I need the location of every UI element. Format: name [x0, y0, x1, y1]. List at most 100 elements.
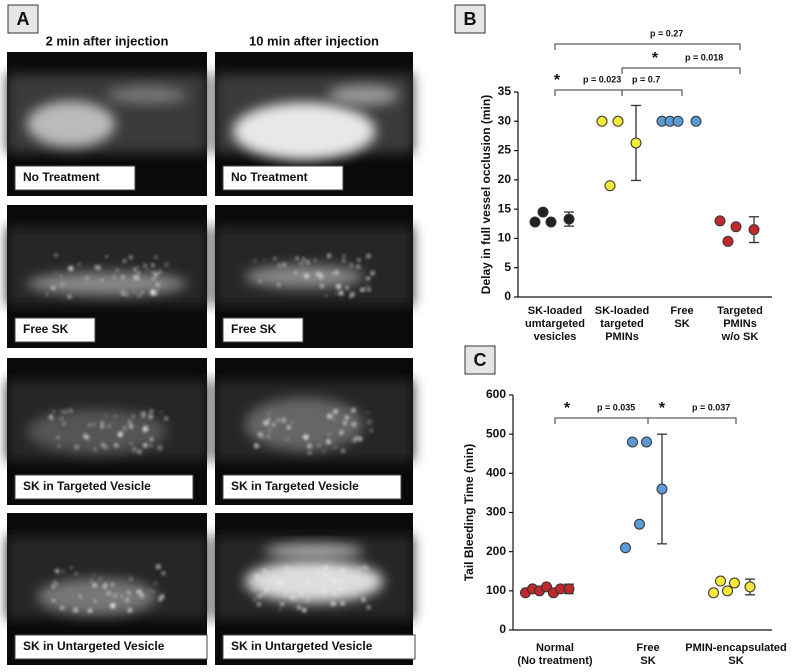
- speck: [278, 608, 281, 611]
- speck: [338, 290, 344, 296]
- mean-point: [690, 115, 702, 127]
- speck: [305, 260, 310, 265]
- speck: [336, 284, 340, 289]
- speck: [55, 271, 58, 274]
- speck: [154, 255, 158, 259]
- speck: [253, 588, 256, 592]
- speck: [366, 276, 370, 281]
- speck: [303, 434, 309, 440]
- micrograph: SK in Untargeted Vesicle: [215, 513, 416, 665]
- speck: [51, 584, 56, 589]
- speck: [266, 434, 271, 439]
- panel-label: B: [464, 9, 477, 29]
- x-tick-label: SK: [640, 655, 655, 667]
- speck: [328, 576, 334, 582]
- speck: [105, 255, 108, 258]
- data-point: [612, 115, 624, 127]
- speck: [87, 608, 93, 613]
- fluorescence: [107, 86, 187, 104]
- data-point: [596, 115, 608, 127]
- x-tick-label: PMINs: [723, 318, 757, 330]
- y-tick-label: 500: [486, 426, 506, 440]
- speck: [137, 265, 140, 268]
- speck: [93, 447, 98, 452]
- speck: [320, 284, 325, 289]
- speck: [276, 418, 280, 422]
- speck: [124, 292, 129, 297]
- speck: [304, 273, 310, 279]
- speck: [151, 277, 155, 281]
- speck: [61, 410, 64, 413]
- label-box: [222, 634, 416, 660]
- micrograph: SK in Untargeted Vesicle: [7, 513, 208, 665]
- speck: [148, 589, 151, 592]
- speck: [155, 564, 161, 570]
- significance-bracket: [621, 89, 683, 96]
- y-tick-label: 200: [486, 544, 506, 558]
- x-tick-label: PMINs: [605, 331, 639, 343]
- y-tick-label: 35: [498, 84, 512, 98]
- speck: [120, 595, 123, 598]
- speck: [127, 608, 133, 613]
- speck: [107, 424, 111, 429]
- speck: [358, 436, 363, 441]
- micrograph: No Treatment: [215, 52, 413, 196]
- speck: [48, 414, 54, 420]
- mean-point: [744, 581, 756, 593]
- label-box: [222, 165, 344, 191]
- speck: [351, 421, 357, 427]
- data-point: [729, 577, 740, 589]
- speck: [330, 601, 336, 606]
- speck: [326, 440, 330, 443]
- speck: [155, 282, 160, 287]
- speck: [104, 445, 109, 450]
- chart: B Delay in full vessel occlusion (min) 0 5 1…: [454, 4, 772, 343]
- speck: [161, 571, 166, 575]
- data-point: [529, 216, 541, 228]
- speck: [133, 267, 138, 272]
- speck: [299, 591, 304, 597]
- fluorescence: [27, 272, 187, 296]
- speck: [301, 436, 304, 439]
- fluorescence: [27, 100, 115, 148]
- micrographs: No Treatment No Treatment Free SK Free SK SK…: [7, 52, 416, 665]
- speck: [258, 280, 262, 283]
- speck: [332, 417, 336, 421]
- speck: [149, 437, 154, 442]
- speck: [77, 263, 81, 266]
- p-value: p = 0.27: [650, 28, 683, 38]
- speck: [139, 593, 144, 598]
- speck: [296, 605, 301, 610]
- speck: [47, 590, 50, 593]
- data-point: [730, 221, 742, 233]
- speck: [157, 445, 163, 451]
- mean-point: [748, 224, 760, 236]
- fluorescence: [327, 85, 400, 106]
- speck: [256, 594, 262, 600]
- x-tick-label: Normal: [536, 642, 574, 654]
- speck: [332, 579, 337, 584]
- speck: [92, 574, 95, 577]
- mean-point: [630, 137, 642, 149]
- speck: [327, 413, 333, 419]
- speck: [62, 421, 66, 426]
- label-box: [222, 317, 304, 343]
- speck: [335, 292, 339, 295]
- speck: [339, 430, 344, 435]
- speck: [305, 598, 310, 603]
- speck: [148, 414, 153, 419]
- micrograph: SK in Targeted Vesicle: [215, 358, 413, 505]
- speck: [286, 425, 291, 430]
- speck: [268, 428, 272, 433]
- speck: [341, 448, 345, 453]
- speck: [340, 568, 345, 573]
- speck: [74, 445, 80, 450]
- speck: [152, 590, 155, 593]
- label-box: [14, 634, 208, 660]
- speck: [156, 288, 159, 291]
- speck: [366, 605, 371, 610]
- speck: [68, 265, 74, 271]
- panel-label: C: [474, 350, 487, 370]
- speck: [283, 592, 287, 596]
- speck: [151, 263, 155, 267]
